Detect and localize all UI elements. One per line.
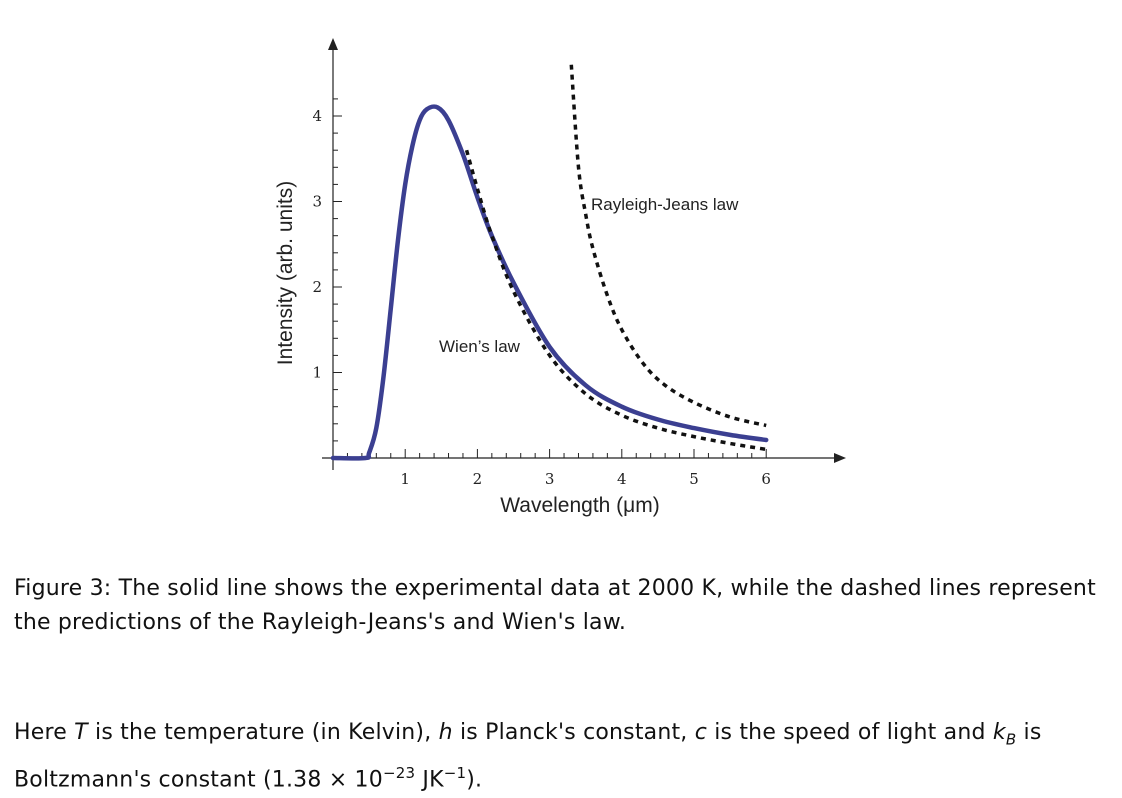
note-text-2: is the temperature (in Kelvin), — [87, 720, 439, 745]
caption-label: Figure 3: — [14, 576, 112, 601]
wien-law-curve — [464, 149, 767, 452]
caption-text: The solid line shows the experimental da… — [14, 576, 1096, 635]
wien-label: Wien’s law — [439, 337, 521, 356]
y-tick-label: 3 — [312, 193, 322, 211]
chart-axes — [322, 38, 846, 470]
blackbody-chart: 1 2 3 4 5 6 1 2 3 4 Rayleigh-Jeans law Wien’s law… — [274, 38, 846, 517]
note-text-7: ). — [466, 767, 483, 793]
x-tick-label: 4 — [617, 470, 627, 488]
var-h: h — [438, 720, 453, 745]
note-text-5: is Boltzmann's constant (1.38 × 10 — [14, 720, 1042, 793]
tick-labels: 1 2 3 4 5 6 1 2 3 4 — [312, 107, 771, 488]
y-tick-label: 4 — [312, 107, 322, 125]
experimental-curve — [330, 104, 769, 461]
tick-marks — [333, 98, 767, 458]
var-k: k — [992, 720, 1006, 745]
series-layer — [330, 64, 769, 461]
var-T: T — [74, 720, 88, 745]
note-text-3: is Planck's constant, — [452, 720, 695, 745]
var-c: c — [694, 720, 707, 745]
x-axis-arrow — [834, 453, 846, 463]
exponent: −23 — [382, 764, 416, 783]
x-tick-label: 6 — [761, 470, 771, 488]
rayleigh-jeans-curve — [569, 64, 767, 428]
x-tick-label: 3 — [545, 470, 555, 488]
y-axis-title: Intensity (arb. units) — [274, 181, 297, 365]
figure-caption: Figure 3: The solid line shows the exper… — [14, 572, 1104, 640]
var-k-subscript: B — [1005, 730, 1017, 749]
unit-exponent: −1 — [443, 764, 467, 783]
note-text-4: is the speed of light and — [707, 720, 993, 745]
y-tick-label: 2 — [312, 278, 322, 296]
rayleigh-jeans-label: Rayleigh-Jeans law — [591, 195, 739, 214]
note-text-1: Here — [14, 720, 75, 745]
x-axis-title: Wavelength (μm) — [500, 494, 660, 517]
x-tick-label: 5 — [689, 470, 699, 488]
x-tick-label: 1 — [400, 470, 410, 488]
y-axis-arrow — [328, 38, 338, 50]
constants-note: Here T is the temperature (in Kelvin), h… — [14, 716, 1104, 798]
x-tick-label: 2 — [473, 470, 483, 488]
note-text-6: JK — [415, 767, 444, 793]
y-tick-label: 1 — [312, 364, 322, 382]
